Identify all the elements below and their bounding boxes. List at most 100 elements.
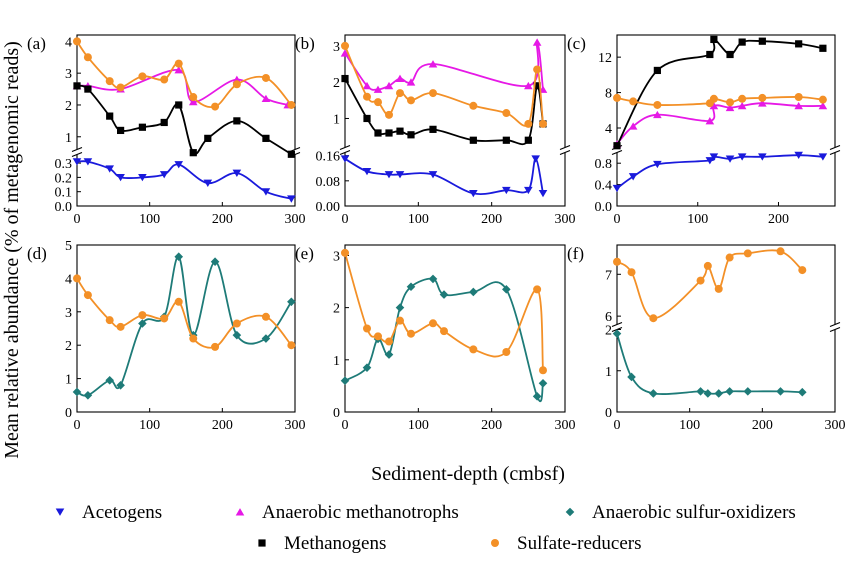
data-point bbox=[138, 311, 147, 320]
series-line bbox=[344, 45, 544, 127]
data-point bbox=[160, 118, 168, 127]
data-point bbox=[116, 380, 125, 390]
data-point bbox=[105, 165, 114, 173]
y-tick-label: 3 bbox=[65, 67, 72, 82]
x-tick-label: 0 bbox=[74, 418, 81, 433]
x-tick-label: 0 bbox=[614, 212, 621, 227]
data-point bbox=[613, 93, 621, 102]
y-tick-label: 1 bbox=[333, 112, 340, 127]
data-point bbox=[440, 327, 448, 336]
data-point bbox=[795, 40, 803, 48]
data-point bbox=[502, 285, 511, 294]
data-point bbox=[174, 161, 184, 169]
data-point bbox=[116, 322, 125, 331]
x-tick-label: 200 bbox=[212, 418, 233, 433]
data-point bbox=[204, 134, 212, 142]
data-point bbox=[261, 312, 270, 321]
data-point bbox=[532, 38, 542, 46]
data-point bbox=[653, 160, 662, 169]
data-point bbox=[758, 93, 767, 102]
legend-marker bbox=[491, 539, 499, 547]
data-point bbox=[385, 129, 393, 137]
data-point bbox=[117, 126, 125, 135]
axis-break-mark bbox=[559, 149, 571, 156]
legend-item: Anaerobic methanotrophs bbox=[235, 502, 459, 523]
data-point bbox=[262, 134, 270, 142]
data-point bbox=[429, 89, 437, 98]
data-point bbox=[532, 392, 542, 401]
data-point bbox=[211, 102, 220, 111]
data-point bbox=[174, 66, 184, 74]
data-point bbox=[703, 261, 712, 270]
x-tick-label: 0 bbox=[342, 418, 349, 433]
data-point bbox=[138, 72, 147, 81]
x-tick-label: 0 bbox=[342, 212, 349, 227]
data-point bbox=[743, 387, 753, 396]
y-axis-label: Mean relative abundance (% of metagenomi… bbox=[1, 41, 23, 459]
y-tick-label: 0 bbox=[605, 406, 612, 421]
series-line bbox=[616, 96, 824, 106]
panel-label: (c) bbox=[567, 34, 586, 53]
y-tick-label: 4 bbox=[65, 35, 72, 50]
data-point bbox=[189, 149, 197, 157]
data-point bbox=[384, 171, 394, 179]
series-sulfate-reducers bbox=[73, 37, 296, 111]
axis-break-mark bbox=[829, 321, 841, 328]
data-point bbox=[706, 50, 714, 59]
plot-frame bbox=[76, 34, 296, 207]
data-point bbox=[233, 117, 241, 125]
data-point bbox=[363, 324, 371, 333]
series-sulfate-reducers bbox=[613, 247, 807, 323]
data-point bbox=[83, 391, 93, 400]
data-point bbox=[725, 253, 734, 262]
data-point bbox=[818, 101, 828, 110]
data-point bbox=[362, 81, 372, 90]
data-point bbox=[709, 101, 719, 110]
data-point bbox=[160, 314, 169, 323]
axis-break-mark bbox=[829, 144, 841, 151]
panel-c: 0 100 200 4 8 12 0.0 0.4 0.8 (c) bbox=[567, 34, 841, 227]
data-point bbox=[538, 189, 548, 198]
y-tick-label: 0.0 bbox=[595, 200, 613, 215]
data-point bbox=[613, 257, 621, 266]
series-anaerobic-methanotrophs bbox=[340, 38, 548, 93]
series-line bbox=[616, 249, 803, 320]
data-point bbox=[743, 249, 752, 258]
data-point bbox=[340, 49, 350, 57]
data-point bbox=[159, 171, 169, 179]
data-point bbox=[374, 332, 382, 341]
data-point bbox=[524, 119, 533, 128]
y-tick-label: 8 bbox=[605, 87, 612, 102]
data-point bbox=[428, 60, 438, 68]
y-tick-label: 0.16 bbox=[316, 150, 341, 165]
y-tick-label: 0.2 bbox=[55, 171, 73, 186]
x-tick-label: 0 bbox=[614, 418, 621, 433]
legend-label: Anaerobic sulfur-oxidizers bbox=[592, 502, 796, 523]
data-point bbox=[261, 94, 271, 103]
legend-label: Anaerobic methanotrophs bbox=[262, 502, 459, 523]
series-line bbox=[76, 84, 292, 156]
data-point bbox=[653, 110, 662, 119]
x-tick-label: 300 bbox=[285, 212, 306, 227]
data-point bbox=[776, 387, 785, 396]
series-sulfate-reducers bbox=[613, 93, 827, 109]
data-point bbox=[533, 285, 542, 294]
x-tick-label: 300 bbox=[285, 418, 306, 433]
data-point bbox=[613, 142, 621, 150]
series-sulfate-reducers bbox=[341, 41, 547, 128]
series-methanogens bbox=[613, 35, 827, 150]
series-line bbox=[76, 255, 293, 397]
data-point bbox=[627, 268, 636, 277]
y-tick-label: 1 bbox=[65, 131, 72, 146]
data-point bbox=[73, 274, 81, 283]
data-point bbox=[105, 375, 114, 385]
axis-break-mark bbox=[339, 144, 351, 151]
legend-label: Methanogens bbox=[284, 533, 386, 554]
data-point bbox=[340, 155, 350, 163]
data-point bbox=[406, 282, 416, 292]
legend-label: Acetogens bbox=[82, 502, 162, 523]
data-point bbox=[428, 171, 438, 179]
y-tick-label: 2 bbox=[65, 339, 72, 354]
data-point bbox=[105, 77, 114, 86]
plot-frame bbox=[344, 34, 566, 207]
